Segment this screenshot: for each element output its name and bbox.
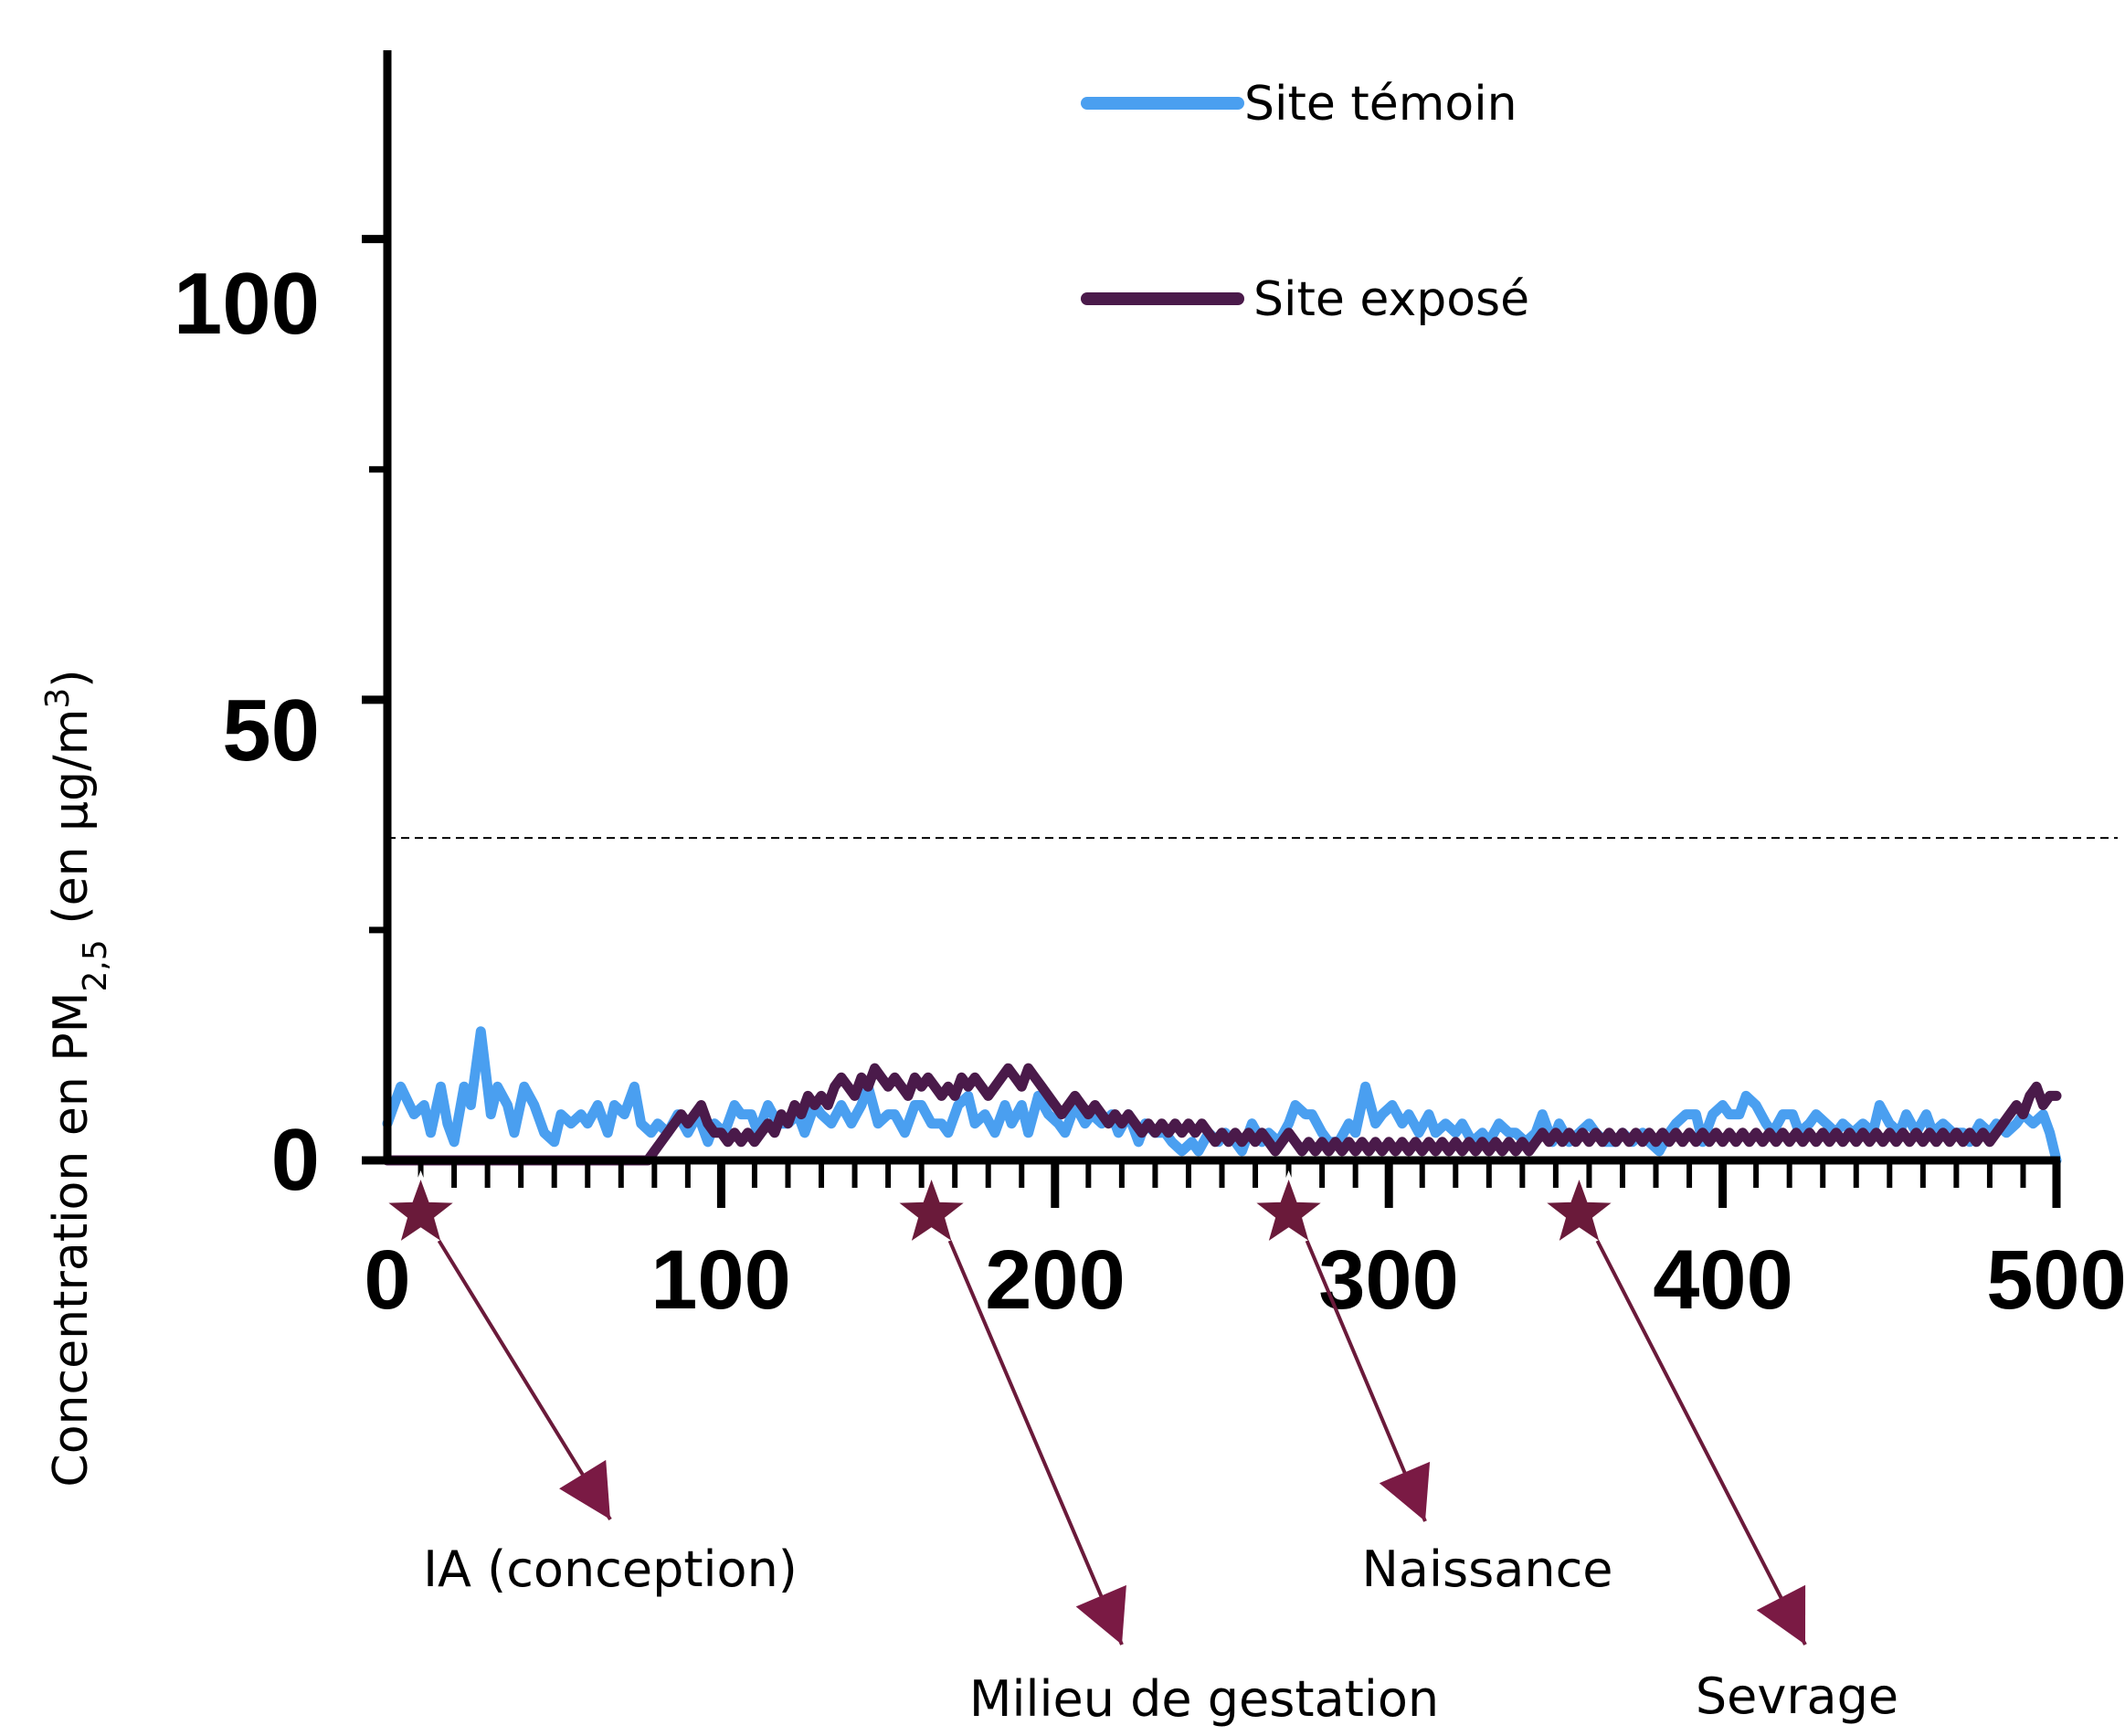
y-axis-title-unit-suffix: )	[44, 669, 99, 687]
y-axis-title-unit-prefix: (en µg/m	[44, 709, 99, 940]
x-tick-label-200: 200	[985, 1233, 1126, 1327]
annotation-arrowhead-2	[1379, 1461, 1431, 1521]
y-axis-title: Concentration en PM2,5 (en µg/m3)	[39, 669, 114, 1487]
y-tick-label-100: 100	[174, 255, 320, 353]
x-tick-label-0: 0	[364, 1233, 410, 1327]
y-tick-label-0: 0	[271, 1111, 320, 1209]
x-tick-label-500: 500	[1986, 1233, 2125, 1327]
series-line-1	[382, 1063, 2062, 1166]
y-axis-title-superscript: 3	[39, 688, 77, 709]
annotation-star-core-1	[899, 1180, 964, 1241]
y-tick-label-50: 50	[222, 682, 320, 779]
annotation-star-core-0	[388, 1180, 453, 1241]
annotation-label-sevrage: Sevrage	[1696, 1667, 1898, 1725]
y-axis-title-subscript: 2,5	[77, 939, 114, 991]
x-tick-label-300: 300	[1318, 1233, 1459, 1327]
axes-layer	[362, 50, 2061, 1208]
legend-label-site-temoin: Site témoin	[1244, 77, 1517, 132]
annotation-label-naissance: Naissance	[1362, 1540, 1613, 1598]
x-tick-label-100: 100	[650, 1233, 791, 1327]
annotation-arrow-0	[437, 1239, 612, 1521]
x-tick-label-400: 400	[1653, 1233, 1793, 1327]
annotation-label-ia-conception: IA (conception)	[423, 1540, 798, 1598]
legend-label-site-expose: Site exposé	[1253, 272, 1529, 327]
annotation-arrowhead-1	[1075, 1584, 1126, 1645]
annotation-layer	[379, 1170, 1807, 1646]
annotation-star-core-2	[1256, 1180, 1321, 1241]
annotation-star-core-3	[1547, 1180, 1612, 1241]
annotation-arrowhead-0	[559, 1459, 610, 1519]
annotation-arrowhead-3	[1756, 1584, 1806, 1645]
annotation-label-milieu-de-gestation: Milieu de gestation	[969, 1670, 1439, 1728]
series-layer	[382, 1026, 2062, 1166]
annotation-arrow-3	[1595, 1240, 1807, 1646]
y-axis-title-prefix: Concentration en PM	[44, 991, 99, 1487]
annotation-arrow-1	[947, 1240, 1124, 1646]
